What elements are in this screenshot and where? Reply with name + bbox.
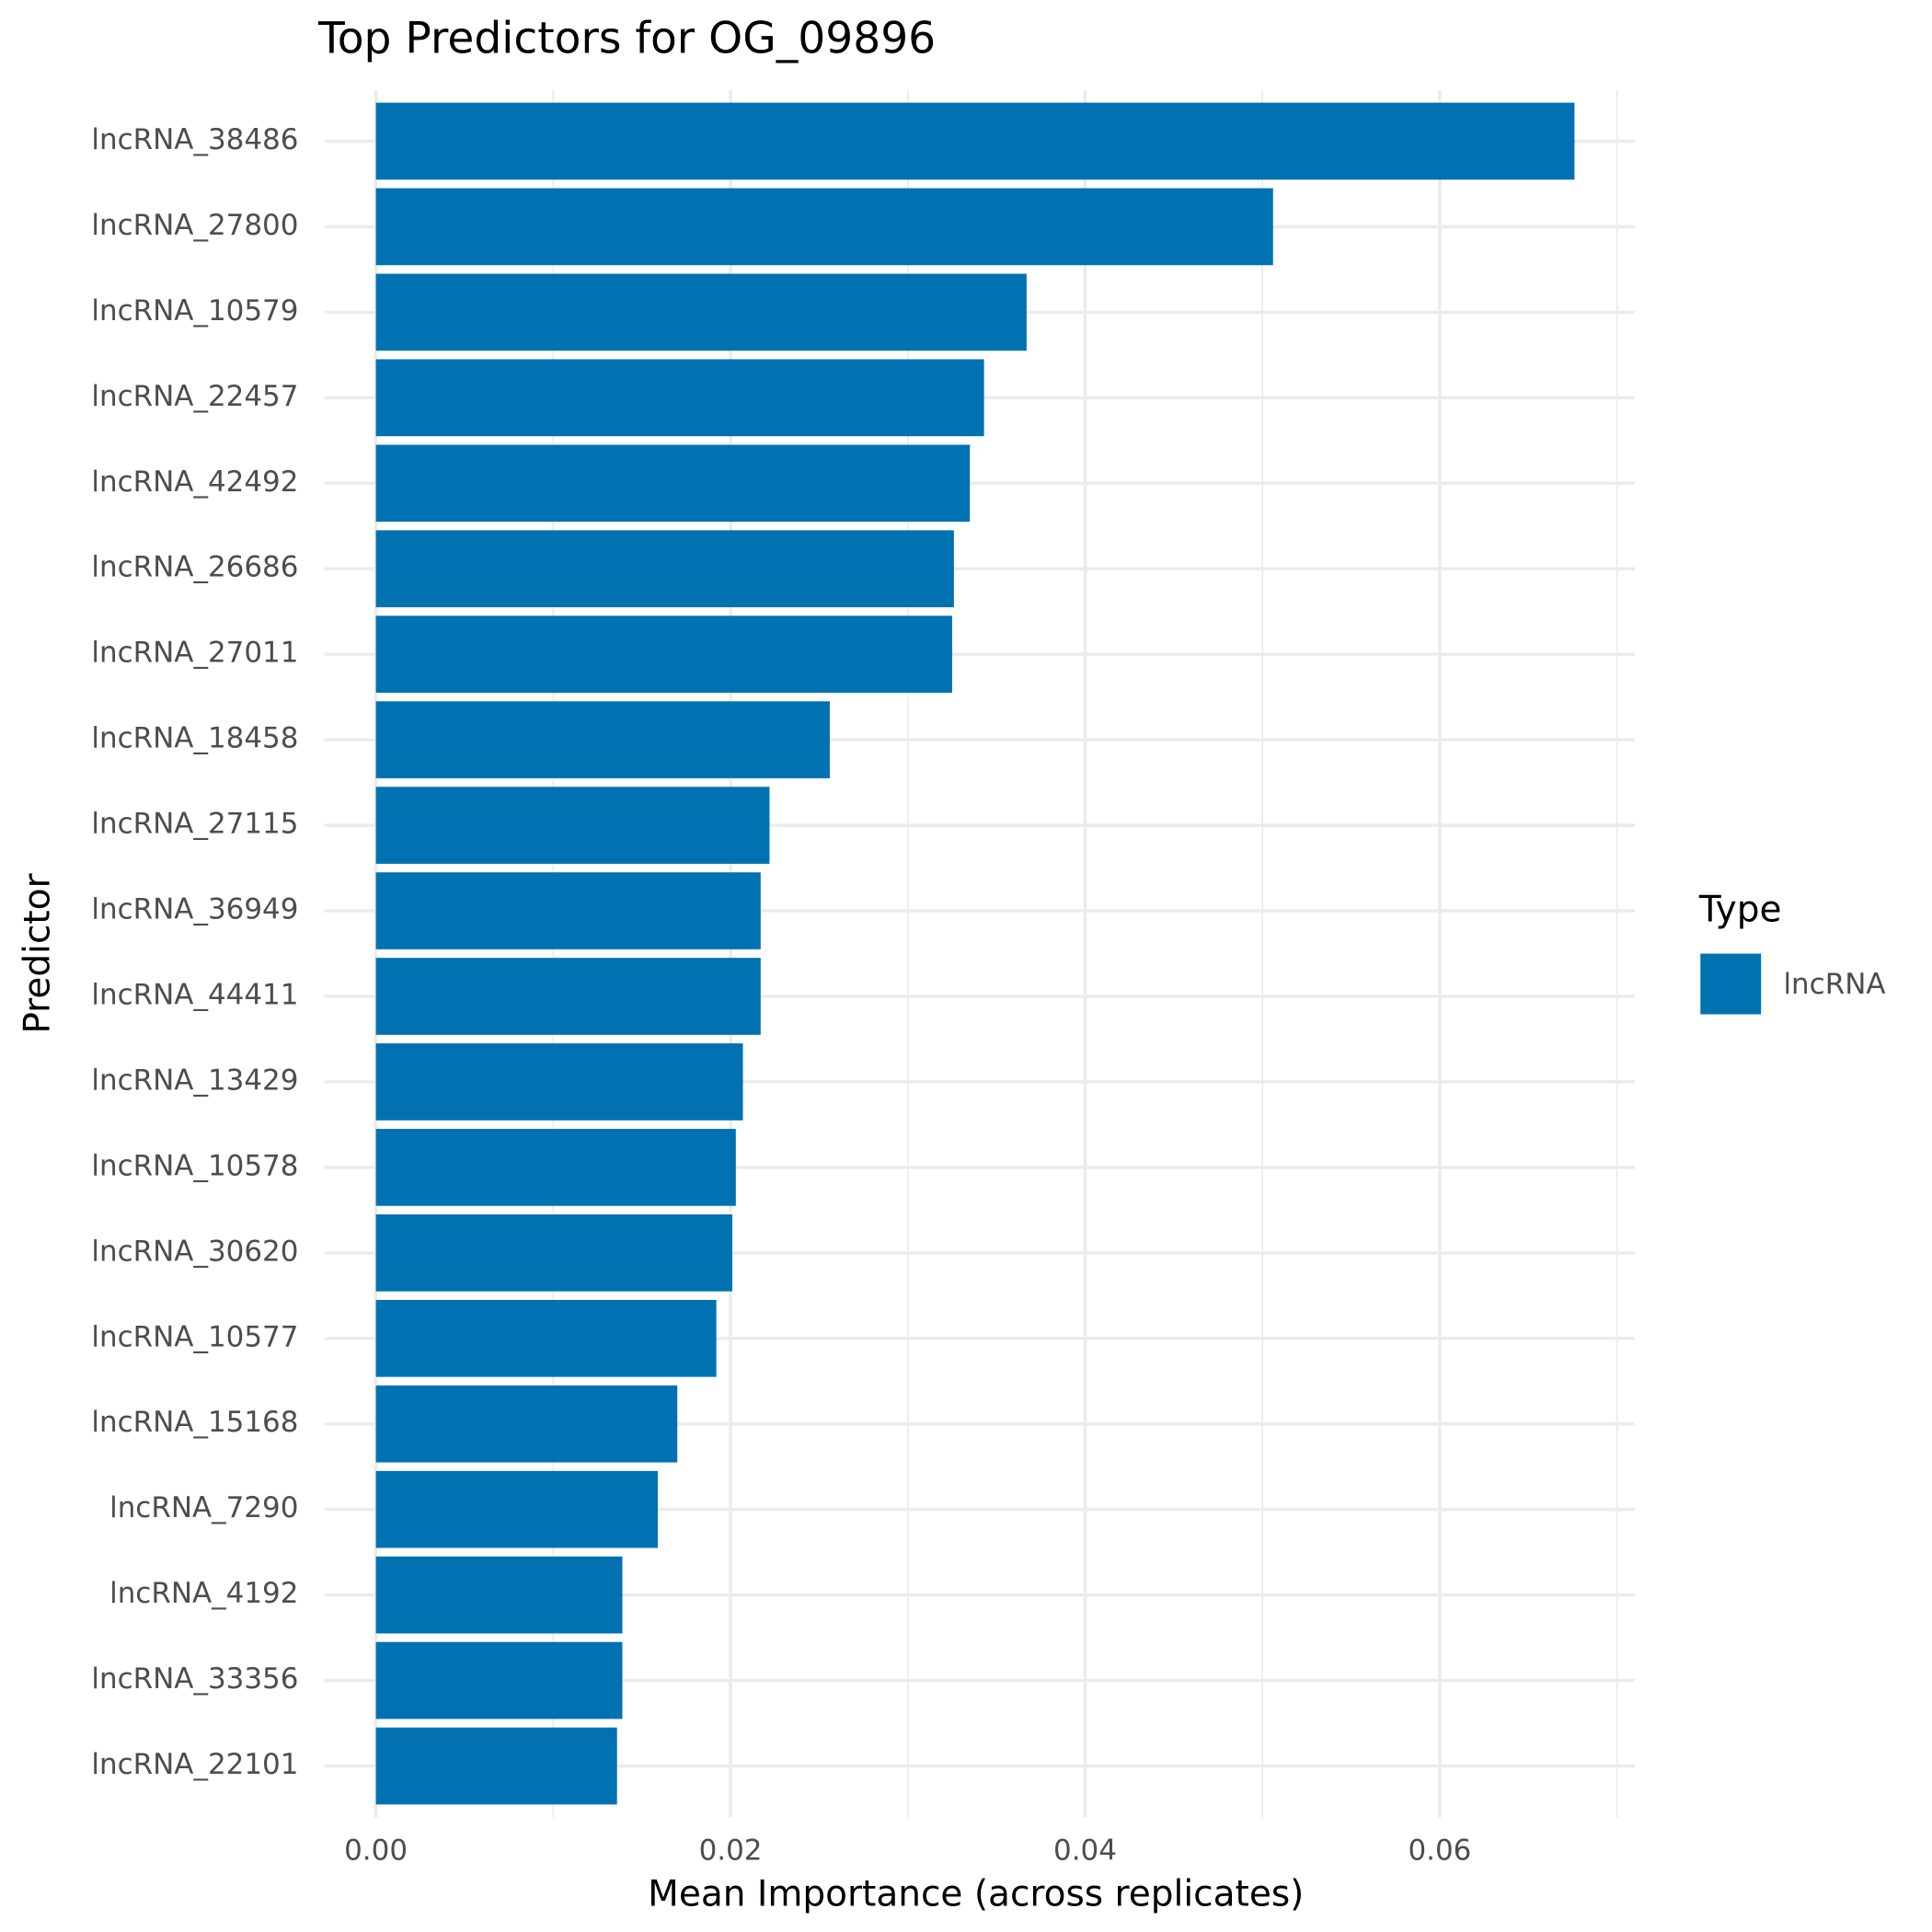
chart-title: Top Predictors for OG_09896	[317, 13, 936, 63]
y-tick-label: lncRNA_10579	[91, 294, 298, 328]
y-tick-label: lncRNA_22457	[91, 380, 298, 413]
bar	[375, 188, 1273, 266]
y-tick-label: lncRNA_4192	[109, 1577, 298, 1610]
y-tick-label: lncRNA_26686	[91, 551, 298, 584]
bar	[375, 787, 770, 864]
bar	[375, 1299, 717, 1377]
x-tick-label: 0.00	[344, 1834, 408, 1868]
y-tick-label: lncRNA_18458	[91, 722, 298, 755]
bar	[375, 701, 830, 778]
y-tick-label: lncRNA_15168	[91, 1406, 298, 1439]
bar	[375, 615, 952, 694]
y-axis-title: Predictor	[17, 872, 59, 1033]
bar	[375, 102, 1575, 180]
legend-label: lncRNA	[1783, 968, 1885, 1001]
y-tick-label: lncRNA_27800	[91, 209, 298, 242]
bar	[375, 1641, 623, 1719]
y-tick-label: lncRNA_22101	[91, 1748, 298, 1781]
bar	[375, 359, 984, 437]
bar	[375, 1129, 736, 1206]
x-axis-title: Mean Importance (across replicates)	[648, 1873, 1304, 1915]
y-tick-label: lncRNA_38486	[91, 123, 298, 156]
bar	[375, 273, 1027, 351]
x-tick-label: 0.02	[699, 1834, 763, 1868]
bar	[375, 1214, 732, 1292]
bar	[375, 1043, 743, 1121]
bar	[375, 1470, 659, 1548]
bar	[375, 1556, 623, 1634]
y-tick-label: lncRNA_36949	[91, 893, 298, 926]
y-tick-label: lncRNA_44411	[91, 978, 298, 1011]
y-tick-label: lncRNA_42492	[91, 466, 298, 499]
bar	[375, 1385, 678, 1463]
y-tick-label: lncRNA_30620	[91, 1235, 298, 1268]
y-tick-label: lncRNA_27115	[91, 808, 298, 841]
bar	[375, 1727, 617, 1805]
y-tick-label: lncRNA_13429	[91, 1064, 298, 1097]
bar	[375, 530, 954, 608]
x-tick-label: 0.04	[1053, 1834, 1117, 1868]
bar	[375, 958, 761, 1035]
x-tick-label: 0.06	[1408, 1834, 1471, 1868]
bar	[375, 444, 971, 523]
y-tick-label: lncRNA_33356	[91, 1662, 298, 1696]
legend-title: Type	[1698, 889, 1782, 930]
y-tick-label: lncRNA_10577	[91, 1320, 298, 1353]
y-tick-label: lncRNA_27011	[91, 637, 298, 670]
legend-key	[1700, 953, 1762, 1015]
y-tick-label: lncRNA_10578	[91, 1149, 298, 1182]
bar	[375, 872, 761, 949]
y-tick-label: lncRNA_7290	[109, 1491, 298, 1524]
